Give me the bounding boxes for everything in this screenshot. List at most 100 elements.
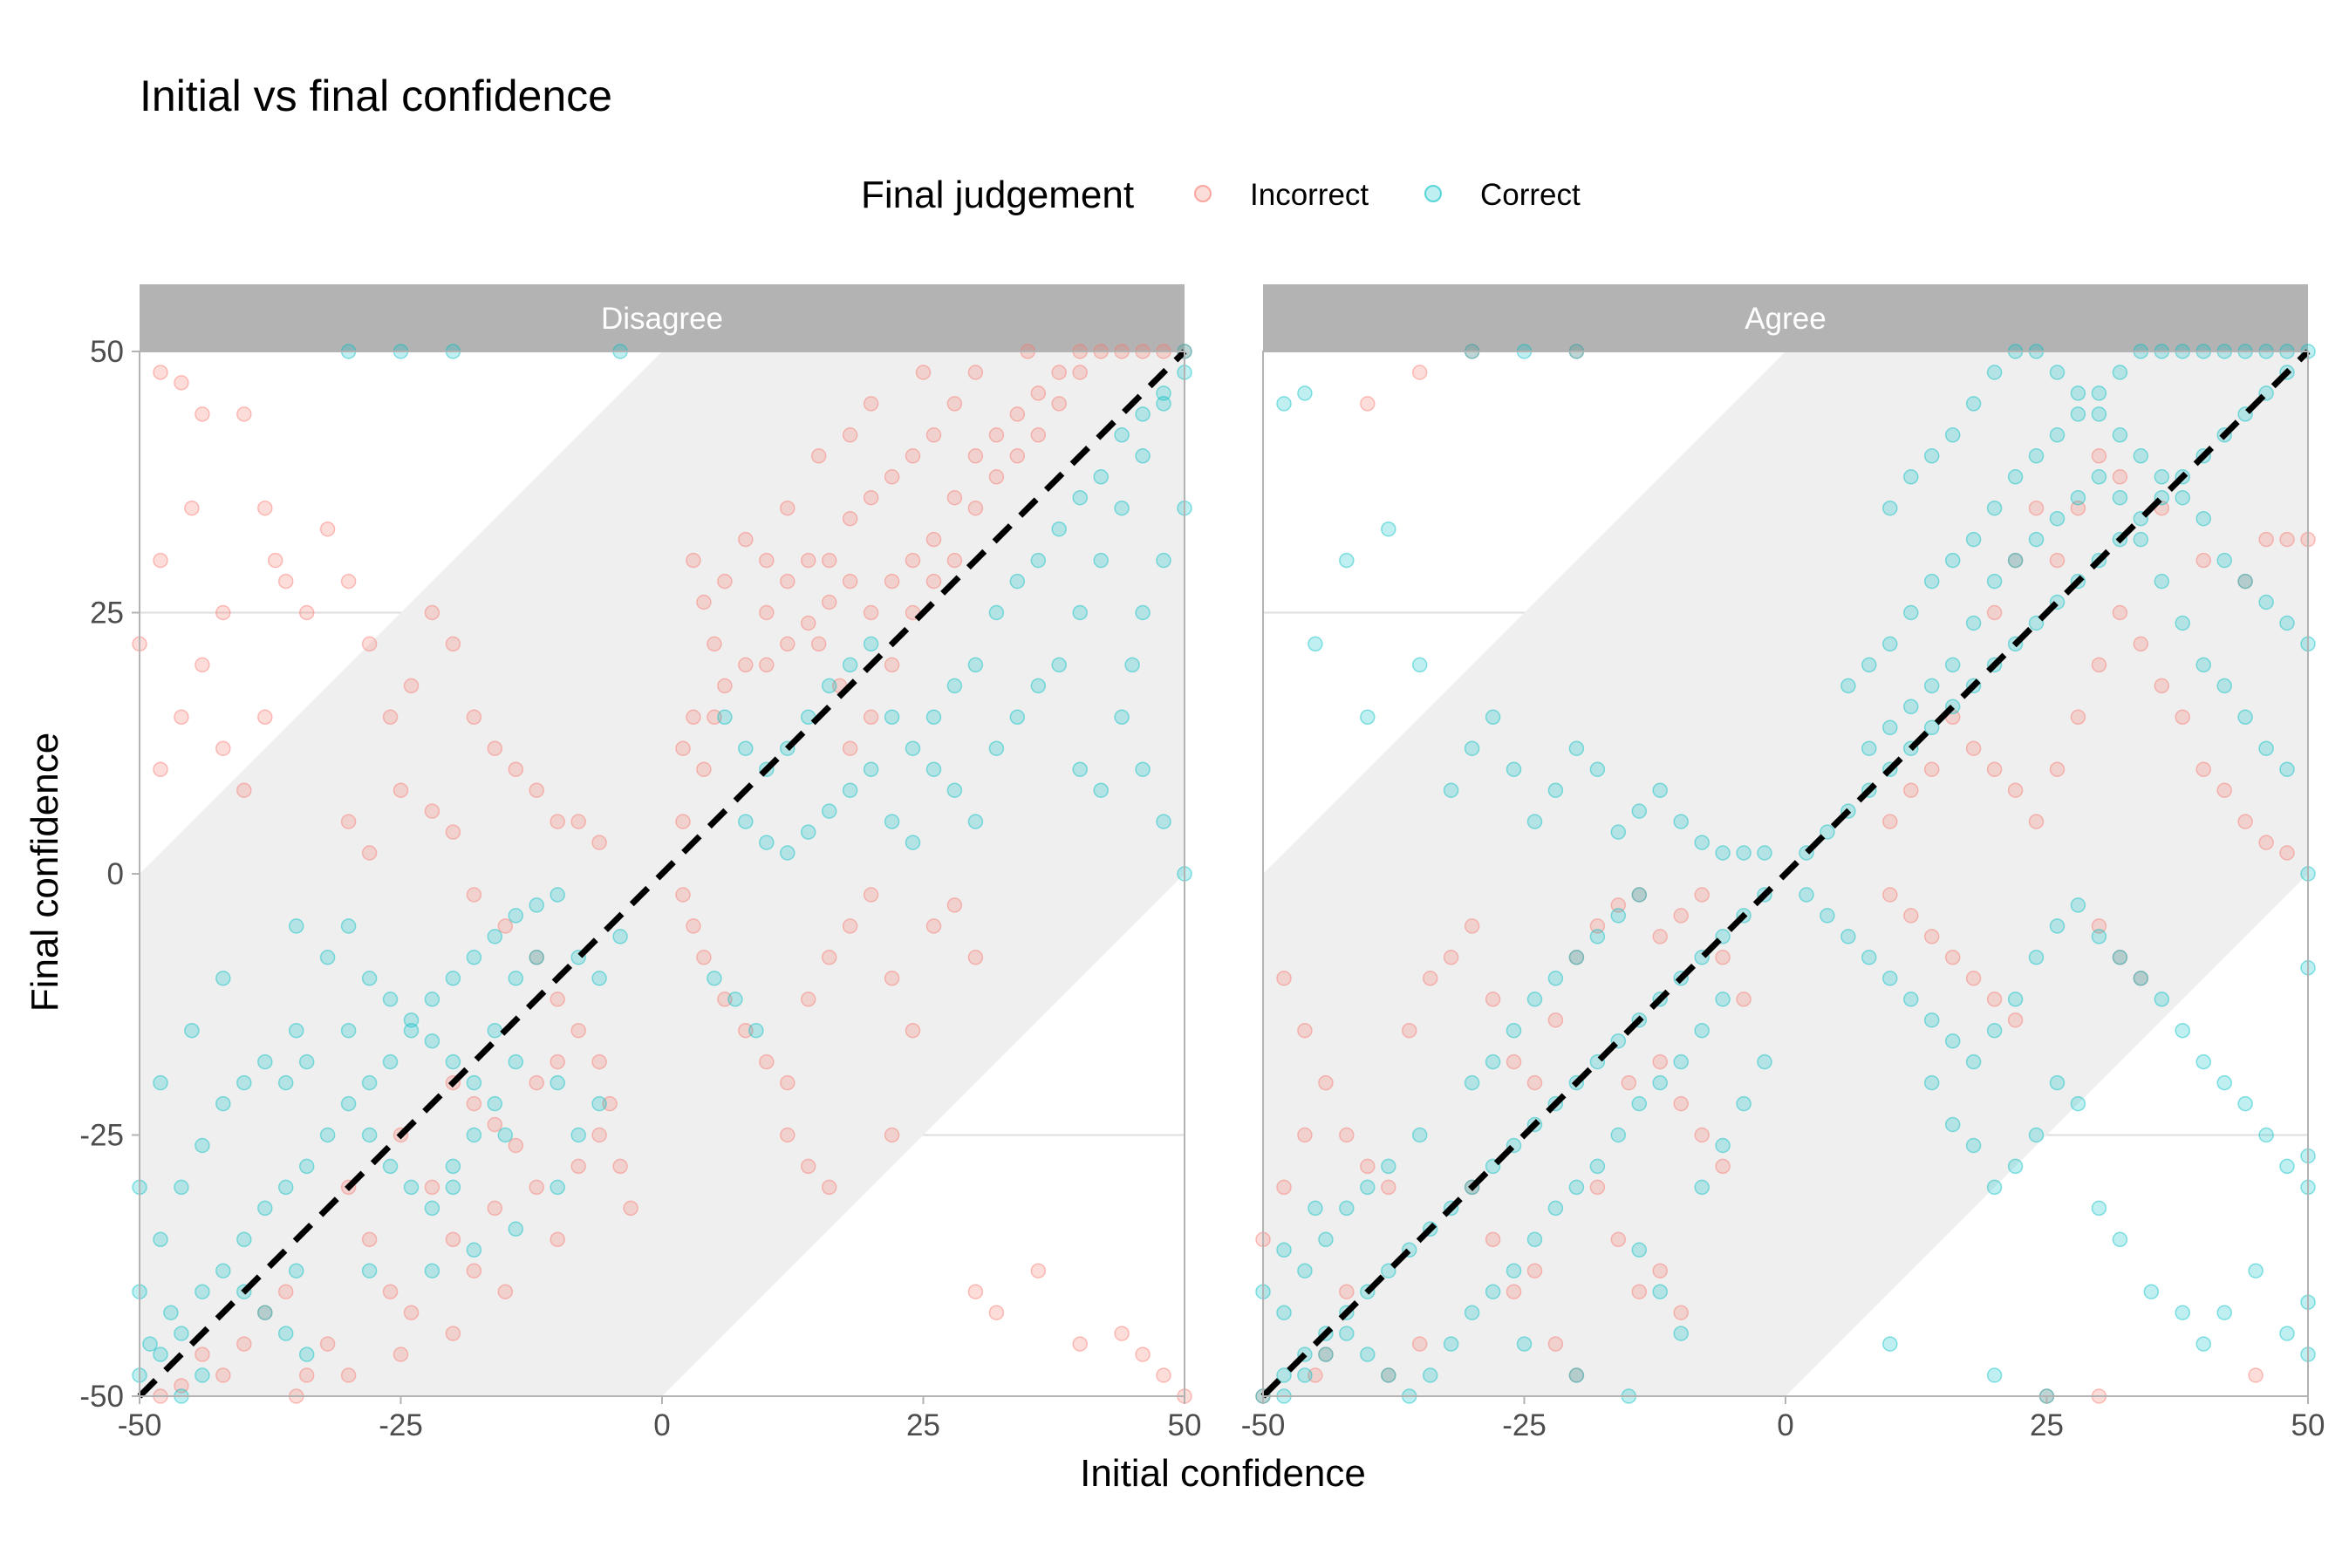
panel-agree: Agree -50 -25 0 25 50 <box>1241 284 2325 1442</box>
series-correct-agree <box>1255 344 2316 1404</box>
data-point <box>675 814 691 829</box>
data-point <box>863 636 879 652</box>
data-point <box>1401 1022 1417 1039</box>
data-point <box>298 1367 315 1383</box>
data-point <box>361 971 378 986</box>
data-point <box>466 1127 482 1143</box>
data-point <box>382 1284 399 1299</box>
data-point <box>717 573 733 590</box>
data-point <box>153 761 168 777</box>
data-point <box>424 1263 440 1278</box>
data-point <box>863 604 879 621</box>
data-point <box>257 709 273 726</box>
data-point <box>487 929 503 944</box>
data-point <box>215 1367 231 1383</box>
data-point <box>2195 761 2211 777</box>
data-point <box>591 1053 607 1070</box>
data-point <box>1568 1367 1585 1383</box>
data-point <box>2237 573 2253 590</box>
data-point <box>1673 1095 1689 1112</box>
data-point <box>497 1127 514 1143</box>
data-point <box>2195 510 2211 527</box>
data-point <box>2112 604 2128 621</box>
y-tick-label: -50 <box>79 1380 124 1414</box>
data-point <box>905 552 921 569</box>
data-point <box>529 782 544 798</box>
data-point <box>1276 1305 1292 1320</box>
data-point <box>550 1179 565 1196</box>
data-point <box>1547 1336 1564 1352</box>
data-point <box>2028 448 2045 464</box>
data-point <box>1986 1022 2003 1039</box>
data-point <box>1568 950 1585 965</box>
data-point <box>759 552 775 569</box>
data-point <box>277 1284 294 1299</box>
data-point <box>2175 615 2190 631</box>
data-point <box>1673 908 1689 924</box>
data-point <box>1631 887 1648 903</box>
data-point <box>1903 469 1919 485</box>
data-point <box>686 918 701 934</box>
data-point <box>1051 365 1067 380</box>
data-point <box>2070 385 2086 401</box>
data-point <box>821 594 837 610</box>
data-point <box>1156 396 1171 412</box>
data-point <box>1381 1367 1396 1383</box>
data-point <box>967 1284 984 1299</box>
data-point <box>1923 1074 1940 1091</box>
data-point <box>1589 929 1606 944</box>
data-point <box>1986 1367 2003 1383</box>
data-point <box>163 1305 179 1320</box>
data-point <box>591 1095 607 1112</box>
data-point <box>2133 971 2149 986</box>
data-point <box>288 1263 304 1278</box>
data-point <box>1030 1263 1047 1278</box>
data-point <box>738 657 754 673</box>
data-point <box>1923 448 1940 464</box>
data-point <box>1715 1158 1731 1175</box>
data-point <box>1072 604 1088 621</box>
data-point <box>1339 552 1355 569</box>
data-point <box>1736 992 1752 1007</box>
data-point <box>403 1305 420 1320</box>
data-point <box>842 918 858 934</box>
data-point <box>1882 1336 1898 1352</box>
data-point <box>466 887 482 903</box>
data-point <box>257 500 273 516</box>
y-axis-label: Final confidence <box>24 733 66 1012</box>
data-point <box>2143 1284 2160 1299</box>
data-point <box>1308 1367 1323 1383</box>
data-point <box>1297 1263 1313 1278</box>
data-point <box>925 761 942 777</box>
data-point <box>508 1137 524 1154</box>
data-point <box>591 971 607 986</box>
data-point <box>1114 427 1130 443</box>
x-tick-label: 50 <box>1168 1408 1202 1442</box>
data-point <box>717 678 733 694</box>
data-point <box>1318 1074 1334 1091</box>
data-point <box>445 1158 461 1175</box>
data-point <box>1965 396 1982 412</box>
data-point <box>2007 1012 2024 1028</box>
data-point <box>2028 950 2045 965</box>
data-point <box>570 814 586 829</box>
data-point <box>759 657 775 673</box>
data-point <box>529 950 544 965</box>
data-point <box>810 448 827 464</box>
data-point <box>1610 824 1627 840</box>
data-point <box>1156 385 1171 401</box>
data-point <box>403 1012 420 1028</box>
data-point <box>445 1231 461 1248</box>
data-point <box>1072 365 1088 380</box>
data-point <box>236 1074 252 1091</box>
data-point <box>215 604 231 621</box>
data-point <box>707 971 722 986</box>
data-point <box>821 678 837 694</box>
data-point <box>1568 950 1585 965</box>
data-point <box>215 1263 231 1278</box>
data-point <box>1360 709 1376 726</box>
data-point <box>1093 782 1109 798</box>
x-axis-label: Initial confidence <box>1080 1452 1366 1495</box>
data-point <box>570 1022 586 1039</box>
data-point <box>1757 845 1772 861</box>
